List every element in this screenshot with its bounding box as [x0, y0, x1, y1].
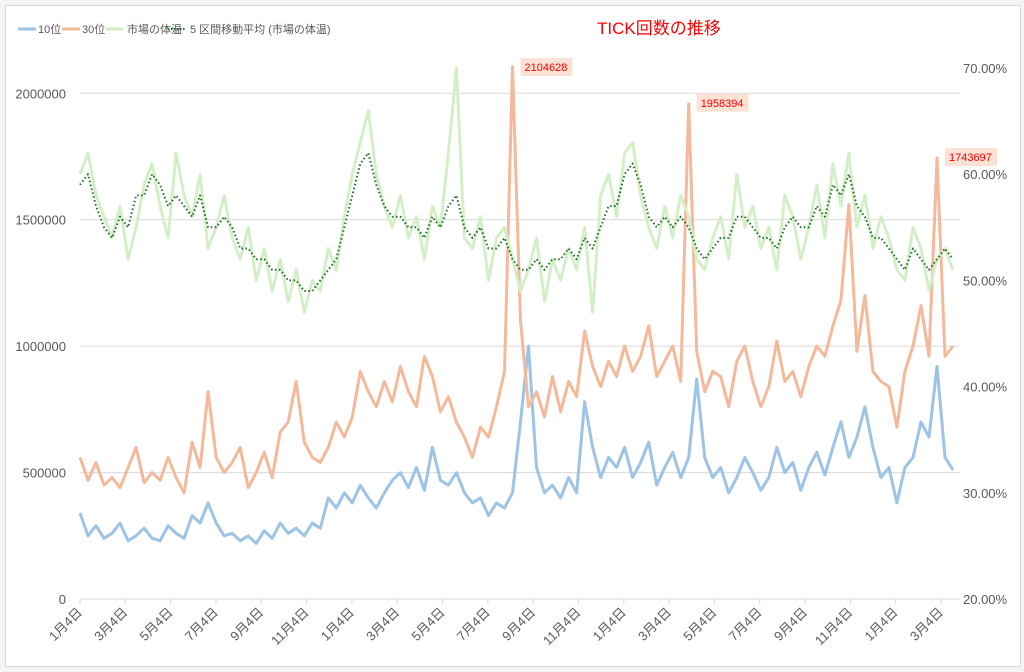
series-lines: [78, 65, 955, 545]
x-tick-label: 11月4日: [540, 605, 584, 649]
data-label: 1743697: [949, 152, 992, 164]
x-tick-label: 1月4日: [318, 605, 357, 644]
x-tick-label: 5月4日: [137, 605, 176, 644]
y-right-tick-label: 40.00%: [963, 380, 1008, 395]
y-right-tick-label: 60.00%: [963, 167, 1008, 182]
x-tick-label: 3月4日: [907, 605, 946, 644]
x-tick-label: 1月4日: [862, 605, 901, 644]
x-tick-label: 1月4日: [590, 605, 629, 644]
x-tick-label: 7月4日: [182, 605, 221, 644]
legend-label: 市場の体温: [127, 22, 182, 36]
series-line-0: [78, 344, 955, 545]
x-tick-label: 5月4日: [680, 605, 719, 644]
x-tick-label: 11月4日: [268, 605, 312, 649]
legend-label: 5 区間移動平均 (市場の体温): [190, 22, 331, 36]
data-label-box: [520, 58, 573, 76]
x-tick-label: 3月4日: [635, 605, 674, 644]
chart-title: TICK回数の推移: [597, 19, 721, 38]
y-left-tick-label: 1000000: [15, 339, 66, 354]
data-label-box: [696, 93, 749, 112]
x-tick-label: 7月4日: [726, 605, 765, 644]
series-line-1: [78, 65, 955, 495]
data-label-box: [944, 148, 997, 167]
data-label: 1958394: [701, 98, 744, 110]
series-line-2: [78, 66, 955, 314]
y-right-tick-label: 70.00%: [963, 61, 1008, 76]
y-left-tick-label: 2000000: [15, 86, 66, 101]
y-right-tick-label: 20.00%: [963, 592, 1008, 607]
x-tick-label: 3月4日: [91, 605, 130, 644]
y-left-tick-label: 500000: [23, 466, 66, 481]
series-line-3: [79, 152, 954, 292]
data-labels: 2104628 1958394 1743697: [520, 58, 997, 167]
y-right-tick-label: 50.00%: [963, 273, 1008, 288]
x-tick-label: 5月4日: [408, 605, 447, 644]
legend-label: 10位: [38, 22, 61, 36]
x-tick-label: 9月4日: [499, 605, 538, 644]
x-tick-label: 1月4日: [46, 605, 85, 644]
y-left-tick-label: 0: [59, 592, 66, 607]
x-tick-label: 7月4日: [454, 605, 493, 644]
gridlines: [80, 92, 960, 474]
legend: 10位 30位 市場の体温 5 区間移動平均 (市場の体温): [18, 22, 331, 36]
x-tick-label: 3月4日: [363, 605, 402, 644]
y-left-tick-label: 1500000: [15, 213, 66, 228]
x-tick-label: 9月4日: [227, 605, 266, 644]
x-tick-label: 11月4日: [812, 605, 856, 649]
x-tick-label: 9月4日: [771, 605, 810, 644]
legend-label: 30位: [82, 22, 105, 36]
y-right-tick-label: 30.00%: [963, 486, 1008, 501]
data-label: 2104628: [524, 62, 567, 74]
